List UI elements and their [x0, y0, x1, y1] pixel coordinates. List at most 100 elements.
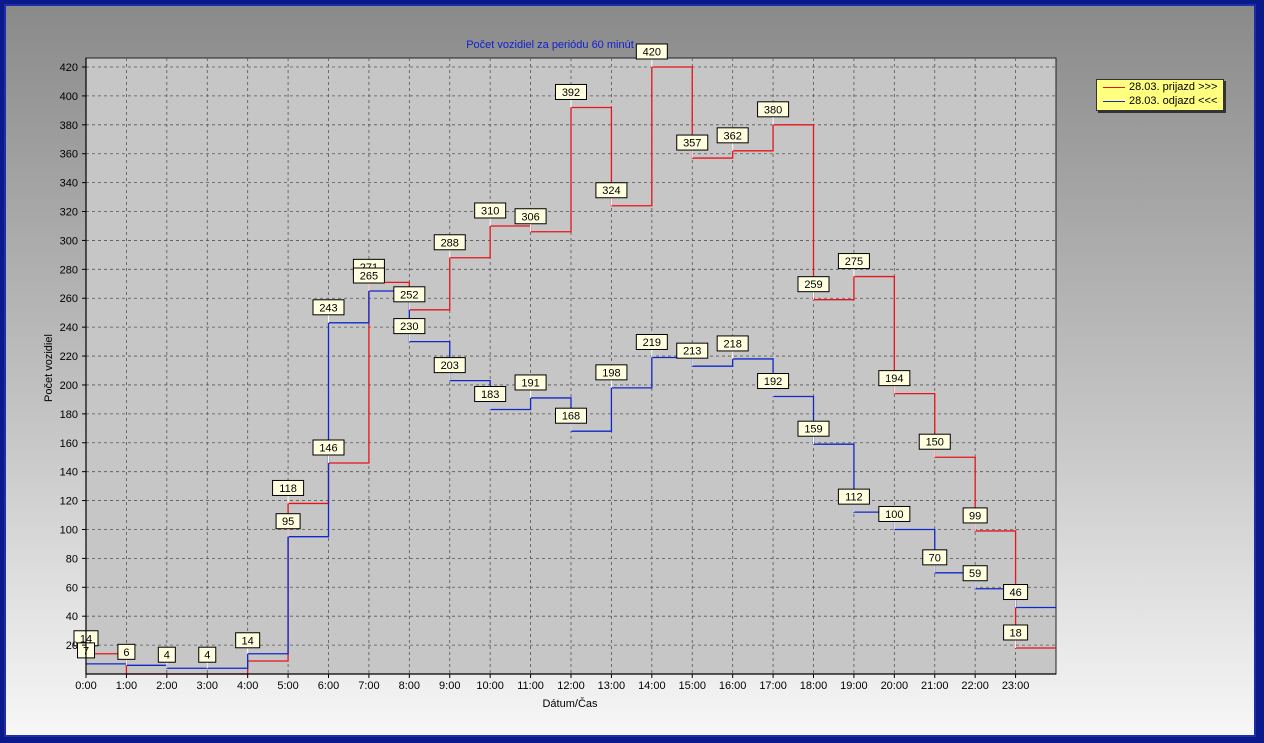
x-tick-label: 20:00	[881, 680, 909, 692]
data-label-box	[918, 433, 951, 450]
x-tick-label: 12:00	[557, 680, 585, 692]
y-tick-label: 80	[66, 553, 78, 565]
data-label-box	[352, 267, 385, 284]
data-label-box	[676, 134, 709, 151]
data-label-box	[433, 357, 466, 374]
data-label-box	[393, 318, 426, 335]
data-label-text: 306	[521, 211, 539, 223]
data-label: 59	[962, 565, 988, 589]
data-label: 357	[676, 134, 709, 159]
data-label-box	[555, 407, 587, 424]
data-label: 4	[198, 646, 217, 669]
chart-title: Počet vozidiel za periódu 60 minút	[466, 39, 634, 51]
data-label: 6	[117, 643, 136, 666]
data-label: 288	[433, 234, 466, 258]
x-tick-label: 7:00	[358, 680, 379, 692]
data-label: 259	[797, 276, 830, 300]
x-tick-label: 9:00	[439, 680, 460, 692]
data-label-box	[962, 565, 988, 582]
data-label-box	[716, 127, 749, 144]
x-tick-label: 2:00	[156, 680, 177, 692]
data-label: 14	[235, 632, 261, 654]
data-label: 99	[962, 507, 988, 531]
data-label: 46	[1003, 584, 1029, 608]
data-label-box	[797, 420, 830, 437]
data-label-text: 203	[441, 360, 459, 372]
y-tick-label: 100	[60, 524, 78, 536]
data-label-text: 112	[845, 492, 863, 504]
data-label-text: 18	[1009, 627, 1021, 639]
x-tick-label: 8:00	[399, 680, 420, 692]
data-label-text: 159	[804, 424, 822, 436]
data-label: 324	[595, 182, 628, 206]
x-tick-label: 5:00	[277, 680, 298, 692]
x-axis-label: Dátum/Čas	[542, 697, 598, 710]
legend-label: 28.03. odjazd <<<	[1129, 95, 1218, 107]
data-label: 306	[514, 208, 547, 232]
data-label-text: 46	[1009, 587, 1021, 599]
data-label-box	[716, 335, 749, 352]
data-label-text: 146	[319, 442, 337, 454]
data-label: 4	[157, 646, 176, 669]
x-tick-label: 19:00	[840, 680, 868, 692]
data-label: 392	[555, 83, 587, 108]
data-label-box	[635, 333, 668, 350]
legend-label: 28.03. prijazd >>>	[1129, 81, 1218, 93]
data-label-text: 275	[845, 256, 863, 268]
data-label-box	[474, 202, 507, 219]
data-label-box	[555, 83, 587, 100]
data-label: 70	[922, 549, 948, 573]
data-label-text: 357	[683, 138, 701, 150]
y-tick-label: 40	[66, 611, 78, 623]
legend-item-prijazd: 28.03. prijazd >>>	[1097, 80, 1223, 94]
data-label: 213	[676, 342, 709, 367]
data-label-text: 310	[481, 205, 499, 217]
x-tick-label: 16:00	[719, 680, 747, 692]
data-label-box	[878, 505, 911, 522]
x-tick-label: 10:00	[476, 680, 504, 692]
data-label: 362	[716, 127, 749, 151]
legend-item-odjazd: 28.03. odjazd <<<	[1097, 94, 1223, 108]
data-label-box	[676, 342, 709, 359]
data-label: 183	[474, 386, 507, 410]
data-label: 380	[757, 101, 790, 125]
data-label: 95	[275, 513, 301, 537]
y-tick-label: 260	[60, 293, 78, 305]
data-label-text: 6	[123, 647, 129, 659]
data-label: 112	[837, 488, 870, 513]
y-tick-label: 160	[60, 438, 78, 450]
x-tick-label: 11:00	[517, 680, 544, 692]
data-label-box	[474, 386, 507, 403]
data-label: 118	[272, 479, 305, 504]
data-label-text: 265	[360, 271, 378, 283]
vehicle-count-chart: 1476441411895146243271265252230288203310…	[43, 39, 1057, 710]
x-tick-label: 21:00	[921, 680, 949, 692]
data-label-text: 362	[723, 130, 741, 142]
data-label: 275	[837, 253, 870, 277]
data-label-box	[595, 364, 628, 381]
data-label: 168	[555, 407, 587, 432]
data-label: 203	[433, 357, 466, 381]
data-label-text: 59	[969, 568, 981, 580]
data-label-text: 150	[926, 437, 944, 449]
chart-legend: 28.03. prijazd >>> 28.03. odjazd <<<	[1096, 79, 1224, 111]
data-label-box	[514, 208, 547, 225]
x-tick-label: 6:00	[318, 680, 339, 692]
x-tick-label: 23:00	[1002, 680, 1030, 692]
data-label-text: 218	[723, 338, 741, 350]
data-label: 230	[393, 318, 426, 342]
y-tick-label: 140	[60, 467, 78, 479]
data-label-box	[757, 101, 790, 118]
data-label-text: 183	[481, 389, 499, 401]
data-label-text: 230	[400, 321, 418, 333]
data-label-box	[837, 253, 870, 270]
legend-line-icon	[1103, 87, 1125, 88]
data-label-box	[595, 182, 628, 199]
data-label: 18	[1003, 624, 1029, 648]
data-label-box	[235, 632, 261, 649]
data-label-text: 70	[929, 552, 941, 564]
data-label-text: 99	[969, 510, 981, 522]
data-label: 146	[312, 439, 345, 463]
data-label: 219	[635, 333, 668, 358]
data-label-text: 420	[643, 47, 661, 59]
